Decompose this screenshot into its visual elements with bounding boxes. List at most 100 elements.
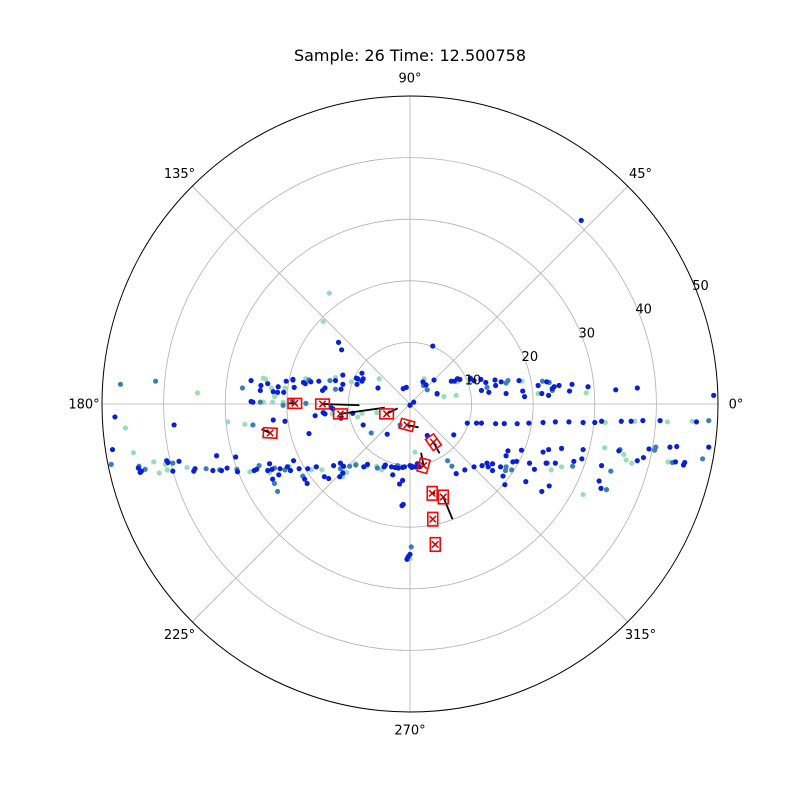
point-light-20 xyxy=(271,394,278,400)
point-dark-203 xyxy=(485,464,491,470)
point-dark-125 xyxy=(282,418,288,424)
point-light-41 xyxy=(122,425,129,431)
point-light-14 xyxy=(282,385,288,391)
theta-gridline-135 xyxy=(191,185,411,405)
point-dark-68 xyxy=(539,488,545,495)
point-dark-65 xyxy=(453,471,459,477)
point-dark-81 xyxy=(390,472,396,478)
point-dark-32 xyxy=(598,418,605,424)
point-dark-201 xyxy=(505,448,511,454)
point-light-56 xyxy=(580,491,586,498)
point-dark-152 xyxy=(335,339,342,345)
point-dark-133 xyxy=(360,376,366,382)
point-mid-37 xyxy=(170,460,176,466)
point-dark-145 xyxy=(248,377,254,384)
point-dark-198 xyxy=(682,459,688,466)
point-dark-13 xyxy=(516,377,522,384)
r-tick-label: 20 xyxy=(522,350,539,365)
point-dark-90 xyxy=(337,474,343,480)
point-mid-11 xyxy=(570,463,576,469)
theta-gridline-315 xyxy=(409,403,629,623)
point-dark-210 xyxy=(340,372,346,378)
point-dark-142 xyxy=(275,384,281,390)
point-dark-148 xyxy=(270,389,276,395)
point-dark-200 xyxy=(489,467,496,474)
point-dark-58 xyxy=(571,458,577,464)
point-dark-62 xyxy=(640,454,647,461)
point-mid-40 xyxy=(424,387,430,393)
point-mid-16 xyxy=(271,480,278,487)
point-dark-169 xyxy=(420,379,426,385)
point-mid-3 xyxy=(539,378,546,384)
object-center-marker xyxy=(439,493,447,501)
object-center-marker xyxy=(318,400,327,408)
point-dark-112 xyxy=(304,480,310,487)
point-dark-141 xyxy=(291,384,297,390)
point-light-52 xyxy=(689,418,695,424)
point-dark-167 xyxy=(457,376,463,382)
point-dark-59 xyxy=(579,456,585,462)
point-light-39 xyxy=(194,390,201,396)
point-light-58 xyxy=(355,414,361,420)
point-dark-131 xyxy=(354,381,360,387)
point-dark-208 xyxy=(467,375,473,381)
point-dark-57 xyxy=(552,460,558,466)
point-light-27 xyxy=(319,467,325,473)
point-dark-186 xyxy=(493,382,499,389)
object-velocity-line xyxy=(406,424,419,429)
point-dark-83 xyxy=(396,481,403,487)
point-dark-20 xyxy=(711,392,717,398)
theta-tick-label: 90° xyxy=(398,72,421,87)
object-bounding-box xyxy=(426,485,438,501)
point-dark-171 xyxy=(308,379,314,385)
object-1 xyxy=(332,406,385,420)
point-mid-29 xyxy=(203,466,209,472)
point-mid-28 xyxy=(503,464,509,470)
point-dark-138 xyxy=(359,370,365,376)
point-dark-189 xyxy=(551,384,557,390)
r-gridline-30 xyxy=(224,218,596,590)
object-7 xyxy=(437,489,454,520)
point-mid-52 xyxy=(256,463,262,469)
point-mid-22 xyxy=(332,386,339,392)
point-light-45 xyxy=(548,467,554,473)
point-dark-26 xyxy=(526,420,532,426)
point-dark-172 xyxy=(302,381,308,387)
point-dark-52 xyxy=(471,464,477,470)
point-mid-13 xyxy=(374,465,380,471)
object-6 xyxy=(426,485,438,501)
r-tick-label: 30 xyxy=(578,326,595,341)
point-dark-209 xyxy=(569,381,575,387)
point-dark-16 xyxy=(486,389,492,395)
point-dark-97 xyxy=(287,467,294,474)
point-dark-72 xyxy=(531,466,538,472)
object-bounding-box xyxy=(424,432,443,452)
point-dark-82 xyxy=(400,477,406,483)
point-dark-194 xyxy=(634,385,640,391)
point-dark-155 xyxy=(384,431,390,437)
point-dark-187 xyxy=(503,390,509,397)
point-dark-111 xyxy=(266,461,273,467)
theta-tick-label: 315° xyxy=(625,628,656,643)
tracked-objects xyxy=(261,397,454,553)
point-dark-199 xyxy=(596,478,602,484)
point-mid-10 xyxy=(608,468,614,474)
r-gridline-40 xyxy=(163,157,657,651)
point-mid-49 xyxy=(108,461,114,467)
point-dark-173 xyxy=(290,376,296,382)
theta-tick-label: 180° xyxy=(68,398,99,413)
point-dark-154 xyxy=(306,430,312,437)
point-dark-211 xyxy=(250,399,256,405)
object-center-marker xyxy=(428,489,436,498)
point-dark-202 xyxy=(518,447,525,453)
point-mid-24 xyxy=(303,400,309,406)
point-light-60 xyxy=(320,318,326,325)
point-mid-44 xyxy=(505,377,511,384)
point-mid-31 xyxy=(651,447,658,453)
point-dark-98 xyxy=(277,466,283,472)
point-dark-190 xyxy=(566,388,573,394)
point-dark-115 xyxy=(191,468,197,474)
point-dark-42 xyxy=(616,448,622,454)
point-dark-130 xyxy=(338,386,344,392)
